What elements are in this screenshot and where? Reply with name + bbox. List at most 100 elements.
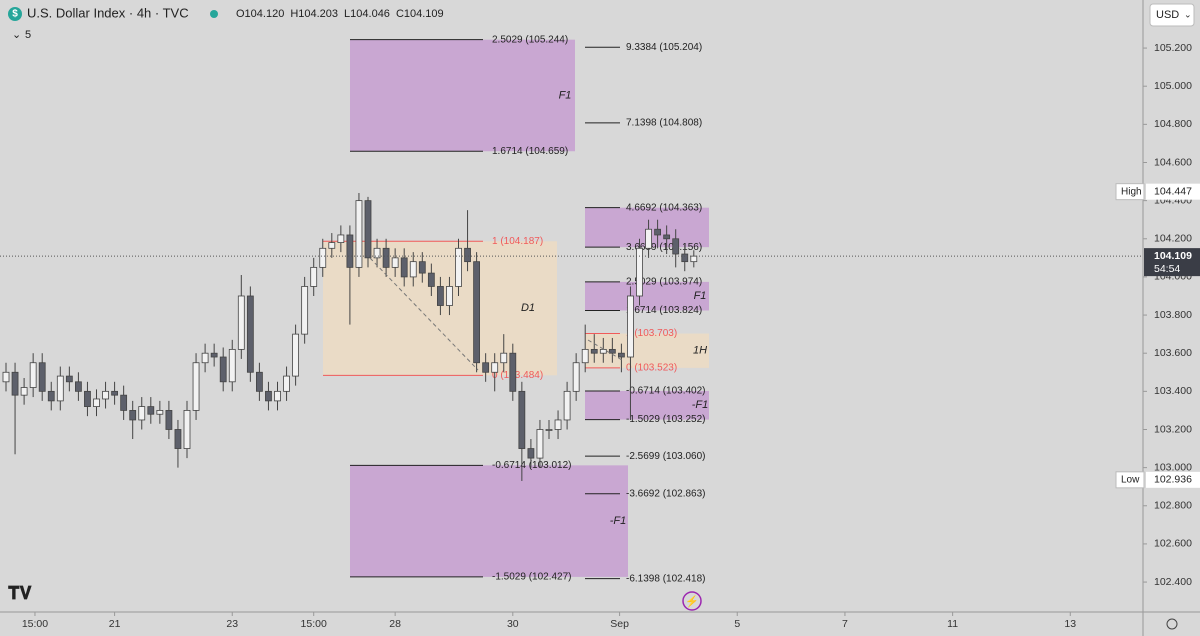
ohlc-value: C104.109 [396, 8, 444, 20]
candle-body [400, 257, 408, 278]
candle-body [219, 356, 227, 383]
candle-body [455, 247, 462, 287]
x-tick-label: 11 [947, 618, 958, 630]
fib-label: 1 (104.187) [492, 236, 543, 247]
low-tag-value: 102.936 [1154, 474, 1192, 486]
currency-caret: ⌄ [1184, 9, 1192, 19]
low-tag-label: Low [1121, 474, 1140, 485]
y-tick-label: 105.200 [1154, 42, 1192, 54]
fib-label: 2.5029 (103.974) [626, 277, 702, 288]
candle-body [147, 406, 155, 415]
y-tick-label: 102.400 [1154, 576, 1192, 588]
fib-label: -1.5029 (103.252) [626, 414, 706, 425]
high-tag-box [1115, 183, 1145, 201]
fib-label: -2.5699 (103.060) [626, 451, 706, 462]
y-tick-label: 102.800 [1154, 500, 1192, 512]
candle-body [618, 352, 625, 358]
candle-body [93, 398, 100, 408]
candle-body [500, 352, 508, 364]
fib-label: 2.5029 (105.244) [492, 34, 568, 45]
candle-body [364, 200, 372, 259]
candle-body [663, 234, 671, 240]
symbol-icon[interactable] [8, 7, 22, 21]
x-tick-label: 21 [109, 618, 121, 630]
candle-body [527, 448, 535, 459]
status-dot [210, 10, 218, 18]
candle-body [545, 429, 553, 431]
candle-body [319, 247, 327, 268]
candle-body [491, 362, 499, 373]
tv-logo: 𝐓𝐕 [8, 583, 33, 603]
candle-body [554, 419, 562, 430]
candle-body [47, 390, 55, 402]
events-icon[interactable] [682, 591, 702, 611]
zone-label: F1 [694, 290, 707, 302]
indicator-count[interactable]: 5 [25, 29, 31, 41]
candle-body [11, 371, 19, 396]
candle-body [581, 348, 589, 364]
zone [350, 465, 628, 577]
candle-body [111, 390, 118, 396]
x-tick-label: 23 [226, 618, 238, 630]
candle-body [482, 362, 490, 373]
last-price: 104.109 [1154, 250, 1192, 262]
plot: F1 D1 F1 1H -F1 -F1 2.5029 (105.244) 1.6714 (10… [0, 34, 1200, 630]
indicator-toggle[interactable]: ⌄ [12, 29, 21, 41]
zone-label: -F1 [610, 515, 627, 527]
candle-body [427, 272, 435, 287]
fib-label: 1 (103.703) [626, 328, 677, 339]
candle-body [590, 348, 598, 354]
fib-label: 1.6714 (104.659) [492, 146, 568, 157]
candle-body [473, 261, 481, 364]
candle-body [246, 295, 254, 373]
candle-body [138, 406, 146, 421]
settings-icon[interactable] [1166, 618, 1178, 630]
candle-body [274, 390, 281, 402]
x-tick-label: 28 [389, 618, 401, 630]
candle-body [563, 390, 571, 421]
candle-body [636, 247, 643, 297]
x-tick-label: 13 [1064, 618, 1076, 630]
candle-body [409, 261, 417, 278]
candle-body [446, 286, 453, 306]
candle-body [201, 352, 209, 364]
low-tag-value-box [1146, 471, 1200, 488]
y-tick-label: 103.400 [1154, 385, 1192, 397]
fib-label: -0.6714 (103.012) [492, 460, 572, 471]
candle-body [29, 362, 37, 388]
high-tag-label: High [1121, 186, 1142, 197]
fib-label: 0 (103.484) [492, 370, 543, 381]
candle-body [518, 390, 526, 449]
ohlc-value: O104.120 [236, 8, 284, 20]
fib-label: -0.6714 (103.402) [626, 386, 706, 397]
x-tick-label: Sep [610, 618, 629, 630]
zone [585, 281, 709, 311]
zone-label: -F1 [692, 399, 709, 411]
candle-body [75, 381, 82, 392]
x-tick-label: 15:00 [301, 618, 327, 630]
candle-body [672, 238, 680, 255]
fib-label: 3.6699 (104.156) [626, 242, 702, 253]
currency-label: USD [1156, 9, 1179, 21]
candle-body [292, 333, 300, 377]
candle-body [572, 362, 580, 392]
y-tick-label: 103.800 [1154, 309, 1192, 321]
y-tick-label: 103.200 [1154, 423, 1192, 435]
events-icon-glyph: ⚡ [685, 595, 699, 608]
fib-label: -6.1398 (102.418) [626, 573, 706, 584]
candle-body [373, 247, 381, 259]
symbol-title[interactable]: U.S. Dollar Index · 4h · TVC [27, 5, 189, 20]
candle-body [328, 242, 336, 249]
candle-body [645, 228, 652, 249]
zone-label: F1 [559, 89, 572, 101]
currency-button[interactable] [1149, 3, 1195, 27]
fib-label: 7.1398 (104.808) [626, 117, 702, 128]
candle-body [681, 253, 689, 263]
candle-body [627, 295, 634, 358]
candle-body [265, 390, 272, 402]
candle-body [38, 362, 46, 392]
candle-body [192, 362, 200, 411]
fib-label: -1.5029 (102.427) [492, 572, 572, 583]
candle-body [65, 375, 73, 383]
